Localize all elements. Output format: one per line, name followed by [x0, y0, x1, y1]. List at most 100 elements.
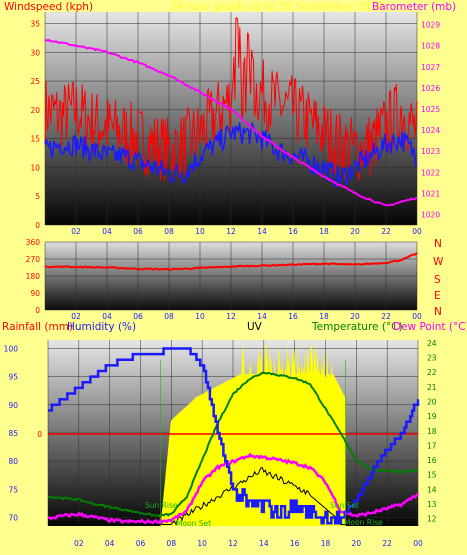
x-tick: 12 — [228, 539, 238, 548]
x-tick: 08 — [167, 539, 177, 548]
direction-tick: 90 — [30, 289, 40, 298]
direction-series — [44, 252, 418, 271]
x-tick: 06 — [133, 312, 143, 321]
temperature-tick: 12 — [427, 515, 437, 524]
windspeed-tick: 5 — [35, 192, 40, 201]
x-tick: 16 — [288, 312, 298, 321]
wind-gust-line — [44, 17, 418, 182]
x-tick: 12 — [226, 312, 236, 321]
x-tick: 22 — [381, 312, 391, 321]
temperature-tick: 23 — [427, 354, 437, 363]
temperature-tick: 14 — [427, 485, 437, 494]
windspeed-x-ticks: 02 04 06 08 10 12 14 16 18 20 22 00 — [71, 227, 422, 236]
x-tick: 10 — [195, 227, 205, 236]
windspeed-tick: 10 — [30, 163, 40, 172]
x-tick: 04 — [105, 539, 115, 548]
rainfall-tick: 0 — [37, 430, 42, 439]
barometer-tick: 1025 — [421, 105, 440, 114]
temperature-tick: 21 — [427, 383, 437, 392]
wind-direction-line — [44, 252, 418, 271]
x-tick: 18 — [319, 227, 329, 236]
x-tick: 16 — [290, 539, 300, 548]
direction-label-e: E — [434, 290, 441, 302]
uv-area — [160, 340, 346, 526]
humidity-tick: 90 — [8, 401, 18, 410]
barometer-tick: 1027 — [421, 63, 440, 72]
temperature-axis-ticks: 12 13 14 15 16 17 18 19 20 21 22 23 24 — [427, 339, 437, 524]
barometer-tick: 1028 — [421, 42, 440, 51]
windspeed-tick: 30 — [30, 48, 40, 57]
x-tick: 04 — [102, 312, 112, 321]
bottom-series: 0 — [37, 340, 420, 526]
sunrise-label: Sun Rise — [145, 501, 178, 510]
humidity-axis-ticks: 70 75 80 85 90 95 100 — [4, 344, 19, 522]
windspeed-tick: 25 — [30, 77, 40, 86]
x-tick: 20 — [350, 312, 360, 321]
temperature-tick: 22 — [427, 368, 437, 377]
direction-label-s: S — [434, 274, 441, 286]
x-tick: 04 — [102, 227, 112, 236]
bottom-x-ticks: 02 04 06 08 10 12 14 16 18 20 22 00 — [74, 539, 423, 548]
sunset-label: Sun Set — [330, 501, 359, 510]
direction-tick: 0 — [35, 306, 40, 315]
x-tick: 08 — [164, 227, 174, 236]
temperature-line — [47, 371, 419, 518]
x-tick: 02 — [74, 539, 84, 548]
windspeed-series — [44, 17, 418, 207]
direction-label-w: W — [433, 256, 444, 268]
moonset-label: Moon Set — [176, 519, 211, 528]
barometer-line — [44, 39, 418, 207]
direction-label-n-bottom: N — [434, 306, 442, 318]
x-tick: 06 — [133, 227, 143, 236]
x-tick: 02 — [71, 312, 81, 321]
direction-grid — [44, 241, 418, 311]
wind-average-line — [44, 121, 418, 188]
barometer-tick: 1020 — [421, 210, 440, 219]
humidity-tick: 100 — [4, 344, 19, 353]
temperature-tick: 16 — [427, 456, 437, 465]
barometer-tick: 1024 — [421, 126, 440, 135]
x-tick: 02 — [71, 227, 81, 236]
barometer-axis-ticks: 1020 1021 1022 1023 1024 1025 1026 1027 1028 1029 — [421, 21, 440, 220]
x-tick: 14 — [257, 312, 267, 321]
windspeed-tick: 20 — [30, 106, 40, 115]
direction-axis-ticks: 0 90 180 270 360 — [26, 238, 41, 315]
x-tick: 20 — [352, 539, 362, 548]
barometer-tick: 1029 — [421, 21, 440, 30]
temperature-tick: 15 — [427, 471, 437, 480]
temperature-tick: 13 — [427, 500, 437, 509]
direction-x-ticks: 02 04 06 08 10 12 14 16 18 20 22 00 — [71, 312, 422, 321]
temperature-label: Temperature (°C) — [311, 321, 403, 333]
x-tick: 08 — [164, 312, 174, 321]
moonrise-label: Moon Rise — [344, 518, 383, 527]
x-tick: 16 — [288, 227, 298, 236]
temperature-tick: 19 — [427, 412, 437, 421]
direction-tick: 180 — [26, 272, 41, 281]
barometer-tick: 1026 — [421, 84, 440, 93]
barometer-tick: 1023 — [421, 147, 440, 156]
x-tick: 14 — [257, 227, 267, 236]
windspeed-label: Windspeed (kph) — [4, 1, 93, 13]
x-tick: 12 — [226, 227, 236, 236]
windspeed-tick: 0 — [35, 221, 40, 230]
x-tick: 14 — [259, 539, 269, 548]
x-tick: 06 — [136, 539, 146, 548]
x-tick: 00 — [413, 539, 423, 548]
windspeed-tick: 35 — [30, 20, 40, 29]
windspeed-tick: 15 — [30, 135, 40, 144]
x-tick: 10 — [195, 312, 205, 321]
x-tick: 22 — [382, 539, 392, 548]
rainfall-label: Rainfall (mm) — [2, 321, 73, 333]
direction-label-n-top: N — [434, 238, 442, 250]
humidity-tick: 75 — [8, 485, 18, 494]
uv-label: UV — [247, 321, 263, 333]
barometer-tick: 1021 — [421, 189, 440, 198]
barometer-label: Barometer (mb) — [372, 1, 456, 13]
dewpoint-line — [47, 452, 420, 525]
x-tick: 00 — [412, 227, 422, 236]
dewpoint-label: Dew Point (°C) — [393, 321, 467, 333]
x-tick: 10 — [197, 539, 207, 548]
x-tick: 00 — [412, 312, 422, 321]
humidity-tick: 95 — [8, 373, 18, 382]
